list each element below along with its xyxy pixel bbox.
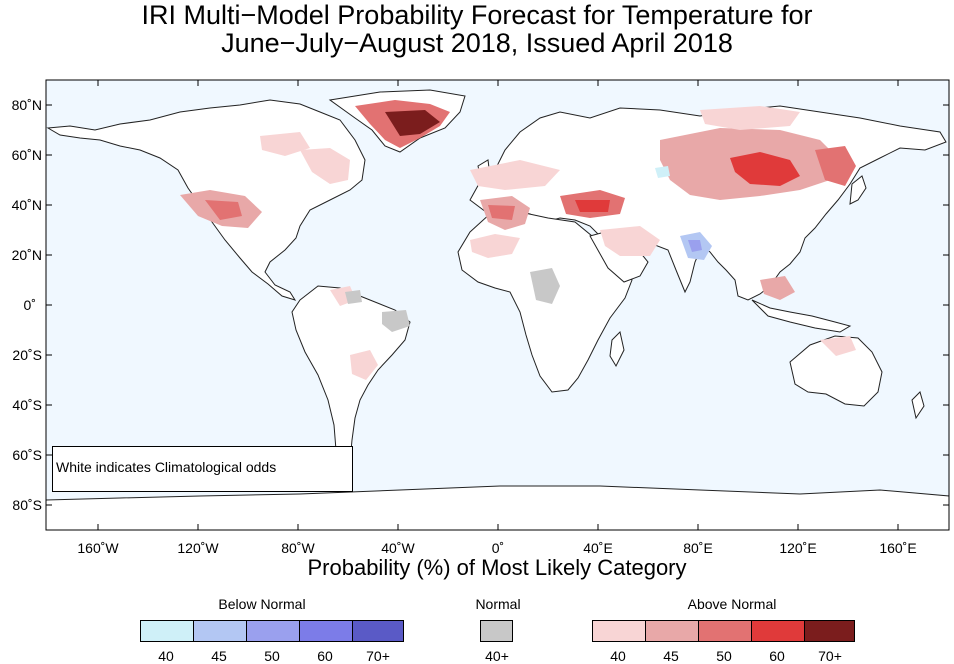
lon-label: 120˚W: [177, 540, 219, 556]
legend-below-swatch-5: [352, 620, 404, 642]
legend-below-tick: 50: [264, 648, 280, 664]
lon-ticks: [97, 80, 899, 530]
legend-normal-label: Normal: [475, 596, 521, 612]
legend-above-tick: 45: [663, 648, 679, 664]
legend-normal-swatch: [480, 620, 513, 642]
lon-label: 160˚E: [879, 540, 916, 556]
legend-above-swatch-4: [751, 620, 805, 642]
legend-above-tick: 70+: [818, 648, 842, 664]
lon-label: 80˚E: [683, 540, 713, 556]
legend-below-swatch-2: [193, 620, 247, 642]
legend-above-swatch-5: [804, 620, 855, 642]
australia: [789, 335, 883, 407]
map-title-line-1: IRI Multi−Model Probability Forecast for…: [141, 0, 813, 30]
above-normal-areas: [180, 100, 856, 380]
lon-label: 160˚W: [77, 540, 119, 556]
legend-above-swatch-1: [592, 620, 646, 642]
legend-normal-tick: 40+: [485, 648, 509, 664]
legend-above-normal-label: Above Normal: [687, 596, 777, 612]
legend-below-normal-label: Below Normal: [218, 596, 306, 612]
legend-below-tick: 45: [211, 648, 227, 664]
legend-below-swatch-1: [140, 620, 194, 642]
lon-label: 120˚E: [779, 540, 816, 556]
legend-below-swatch-4: [299, 620, 353, 642]
legend-above-tick: 40: [610, 648, 626, 664]
lat-labels: 80˚N 60˚N 40˚N 20˚N 0˚ 20˚S 40˚S 60˚S 80…: [12, 97, 42, 513]
south-america: [291, 285, 411, 479]
legend-below-tick: 70+: [366, 648, 390, 664]
legend-below-tick: 60: [317, 648, 333, 664]
x-axis-title: Probability (%) of Most Likely Category: [307, 555, 687, 580]
below-normal-areas: [655, 166, 712, 260]
normal-areas: [345, 268, 560, 332]
indonesia: [751, 299, 852, 333]
map-title-line-2: June−July−August 2018, Issued April 2018: [221, 28, 733, 58]
lat-ticks: [46, 104, 949, 506]
legend-above-tick: 50: [716, 648, 732, 664]
legend-above-swatch-3: [698, 620, 752, 642]
legend-below-swatch-3: [246, 620, 300, 642]
lat-label: 80˚S: [12, 497, 42, 513]
lon-label: 40˚E: [583, 540, 613, 556]
lat-label: 60˚N: [12, 147, 42, 163]
lat-label: 0˚: [24, 297, 36, 313]
lat-label: 80˚N: [12, 97, 42, 113]
madagascar: [609, 331, 625, 368]
lat-label: 20˚N: [12, 247, 42, 263]
lon-labels: 160˚W 120˚W 80˚W 40˚W 0˚ 40˚E 80˚E 120˚E…: [77, 540, 916, 556]
japan: [849, 175, 867, 205]
legend-above-tick: 60: [769, 648, 785, 664]
lat-label: 60˚S: [12, 447, 42, 463]
lon-label: 80˚W: [281, 540, 315, 556]
lon-label: 0˚: [492, 540, 504, 556]
climatological-odds-note: White indicates Climatological odds: [52, 446, 353, 492]
legend-below-tick: 40: [158, 648, 174, 664]
new-zealand: [911, 391, 925, 420]
lat-label: 20˚S: [12, 347, 42, 363]
lon-label: 40˚W: [381, 540, 415, 556]
lat-label: 40˚N: [12, 197, 42, 213]
legend-above-swatch-2: [645, 620, 699, 642]
lat-label: 40˚S: [12, 397, 42, 413]
